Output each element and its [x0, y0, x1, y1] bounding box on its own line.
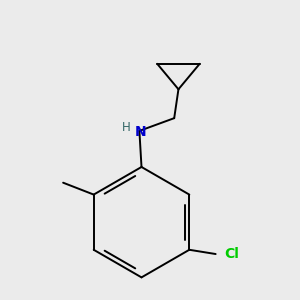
Text: Cl: Cl	[224, 247, 239, 261]
Text: N: N	[135, 125, 146, 139]
Text: H: H	[122, 121, 131, 134]
